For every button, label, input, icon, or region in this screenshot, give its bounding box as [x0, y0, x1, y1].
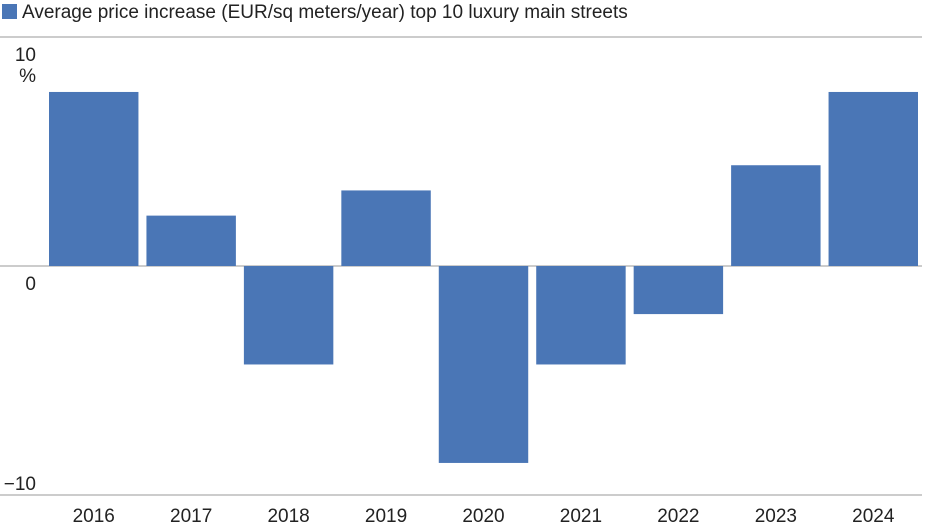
y-tick-label: −10 — [4, 474, 36, 495]
bar-2019 — [341, 190, 431, 266]
bar-2020 — [438, 266, 529, 463]
x-tick-label: 2020 — [462, 506, 504, 526]
bars — [49, 91, 918, 463]
bar-2022 — [633, 266, 724, 315]
bar-2017 — [146, 215, 236, 266]
y-axis: 10 0 −10% — [4, 45, 36, 495]
bar-2016 — [49, 91, 139, 267]
legend-label: Average price increase (EUR/sq meters/ye… — [22, 2, 628, 23]
legend: Average price increase (EUR/sq meters/ye… — [2, 2, 628, 23]
y-unit-label: % — [19, 66, 36, 87]
bar-2018 — [243, 266, 334, 365]
bar-2024 — [828, 91, 918, 267]
x-tick-label: 2022 — [657, 506, 699, 526]
x-tick-label: 2016 — [73, 506, 115, 526]
bar-2021 — [536, 266, 626, 365]
x-tick-label: 2024 — [852, 506, 895, 526]
x-axis: 2016 2017 2018 2019 2020 2021 2022 2023 2024 — [73, 506, 895, 526]
x-tick-label: 2021 — [560, 506, 602, 526]
legend-swatch — [2, 4, 17, 19]
bar-2023 — [731, 165, 821, 266]
y-tick-label: 0 — [25, 274, 36, 295]
x-tick-label: 2017 — [170, 506, 212, 526]
y-tick-label: 10 — [15, 45, 36, 66]
x-tick-label: 2019 — [365, 506, 407, 526]
x-tick-label: 2023 — [755, 506, 797, 526]
x-tick-label: 2018 — [267, 506, 309, 526]
